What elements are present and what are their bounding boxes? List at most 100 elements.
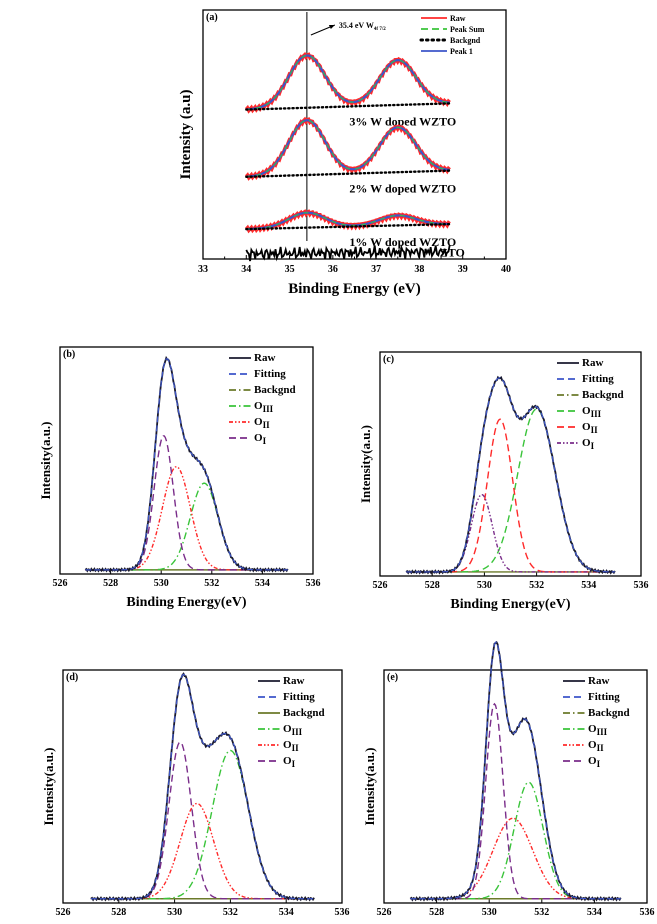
- annotation-arrowhead: [328, 25, 335, 29]
- legend-label-5: OI: [582, 437, 595, 451]
- curve-peak1-0: [246, 54, 450, 111]
- curve-label-3: ZTO: [440, 246, 465, 260]
- plot-frame: [383, 669, 648, 904]
- plot-frame: [59, 346, 314, 575]
- x-tick-label-1: 528: [103, 578, 118, 589]
- curve-oii: [85, 465, 288, 571]
- curve-oi: [85, 435, 288, 571]
- x-tick-label-1: 528: [425, 580, 440, 591]
- y-axis-label: Intensity(a.u.): [41, 747, 56, 825]
- panel-label: (b): [63, 349, 75, 360]
- x-tick-label-4: 534: [279, 907, 294, 918]
- x-tick-label-3: 36: [328, 264, 338, 275]
- curve-oi: [90, 741, 315, 900]
- x-tick-label-2: 530: [482, 907, 497, 918]
- y-axis-label: Intensity(a.u.): [358, 425, 373, 503]
- curve-peaksum-0: [246, 54, 450, 110]
- panel-label: (a): [206, 12, 218, 23]
- curve-label-0: 3% W doped WZTO: [349, 114, 456, 128]
- legend-label-2: Backgnd: [450, 36, 481, 45]
- curve-fitting: [85, 358, 288, 571]
- legend-label-1: Fitting: [588, 691, 620, 703]
- x-tick-label-2: 530: [154, 578, 169, 589]
- curve-oii: [410, 817, 621, 900]
- legend-label-2: Backgnd: [283, 707, 325, 719]
- legend-label-5: OI: [588, 755, 601, 769]
- legend-label-2: Backgnd: [254, 384, 296, 396]
- legend-label-4: OII: [582, 421, 598, 435]
- x-tick-label-4: 534: [255, 578, 270, 589]
- x-tick-label-5: 536: [335, 907, 350, 918]
- x-axis-label: Binding Energy(eV): [450, 597, 571, 612]
- x-tick-label-0: 526: [53, 578, 68, 589]
- legend-label-5: OI: [254, 432, 267, 446]
- legend-label-0: Raw: [588, 675, 609, 687]
- curve-backgnd-1: [245, 169, 451, 179]
- curve-oi: [406, 493, 615, 573]
- curve-raw: [90, 672, 315, 902]
- curve-oiii: [85, 482, 288, 571]
- legend-label-1: Fitting: [254, 368, 286, 380]
- x-axis-label: Binding Energy (eV): [288, 281, 421, 297]
- x-tick-label-0: 526: [377, 907, 392, 918]
- x-tick-label-3: 532: [223, 907, 238, 918]
- legend-label-2: Backgnd: [588, 707, 630, 719]
- legend-label-0: Raw: [582, 357, 603, 369]
- curve-label-2: 1% W doped WZTO: [349, 235, 456, 249]
- x-tick-label-3: 532: [534, 907, 549, 918]
- x-tick-label-1: 528: [429, 907, 444, 918]
- curve-fitting: [90, 673, 315, 900]
- y-axis-label: Intensity(a.u.): [362, 747, 377, 825]
- x-tick-label-5: 536: [640, 907, 655, 918]
- x-tick-label-1: 528: [111, 907, 126, 918]
- x-tick-label-5: 38: [414, 264, 424, 275]
- legend-label-3: OIII: [254, 400, 274, 414]
- chart-c: 526 528 530 532 534 536 Binding Energy(eV) Inte…: [358, 351, 649, 612]
- x-tick-label-0: 526: [56, 907, 71, 918]
- y-axis-label: Intensity(a.u.): [38, 421, 53, 499]
- plot-frame: [62, 669, 343, 904]
- curve-oiii: [410, 781, 621, 900]
- x-tick-label-2: 530: [167, 907, 182, 918]
- plot-frame: [379, 351, 642, 577]
- x-tick-label-3: 532: [529, 580, 544, 591]
- x-tick-label-4: 534: [587, 907, 602, 918]
- x-tick-label-2: 35: [285, 264, 295, 275]
- x-tick-label-0: 526: [373, 580, 388, 591]
- legend-label-3: Peak 1: [450, 47, 473, 56]
- legend-label-3: OIII: [588, 723, 608, 737]
- legend-label-4: OII: [254, 416, 270, 430]
- panel-label: (c): [383, 354, 394, 365]
- x-tick-label-5: 536: [634, 580, 649, 591]
- legend-label-0: Raw: [283, 675, 304, 687]
- legend-label-1: Fitting: [582, 373, 614, 385]
- curve-oiii: [406, 408, 615, 573]
- x-tick-label-2: 530: [477, 580, 492, 591]
- chart-b: 526 528 530 532 534 536 Binding Energy(eV) Inte…: [38, 346, 321, 610]
- legend-label-4: OII: [283, 739, 299, 753]
- legend-label-1: Peak Sum: [450, 25, 485, 34]
- x-tick-label-7: 40: [501, 264, 511, 275]
- x-tick-label-4: 534: [581, 580, 596, 591]
- legend-label-1: Fitting: [283, 691, 315, 703]
- annotation-text: 35.4 eV W4f 7/2: [339, 21, 386, 32]
- curve-label-1: 2% W doped WZTO: [349, 182, 456, 196]
- legend-label-2: Backgnd: [582, 389, 624, 401]
- legend-label-5: OI: [283, 755, 296, 769]
- x-tick-label-6: 39: [458, 264, 468, 275]
- x-tick-label-0: 33: [198, 264, 208, 275]
- chart-a: 33 34 35 36 37 38 39 40 Binding Energy (eV) Inten…: [178, 9, 511, 297]
- y-axis-label: Intensity (a.u): [178, 89, 194, 179]
- panel-label: (d): [66, 672, 78, 683]
- legend-label-0: Raw: [450, 14, 466, 23]
- curve-backgnd-2: [245, 222, 451, 231]
- curve-peaksum-2: [246, 212, 450, 230]
- x-tick-label-4: 37: [371, 264, 381, 275]
- legend-label-4: OII: [588, 739, 604, 753]
- x-tick-label-3: 532: [204, 578, 219, 589]
- panel-label: (e): [387, 672, 398, 683]
- legend-label-3: OIII: [283, 723, 303, 737]
- legend-label-0: Raw: [254, 352, 275, 364]
